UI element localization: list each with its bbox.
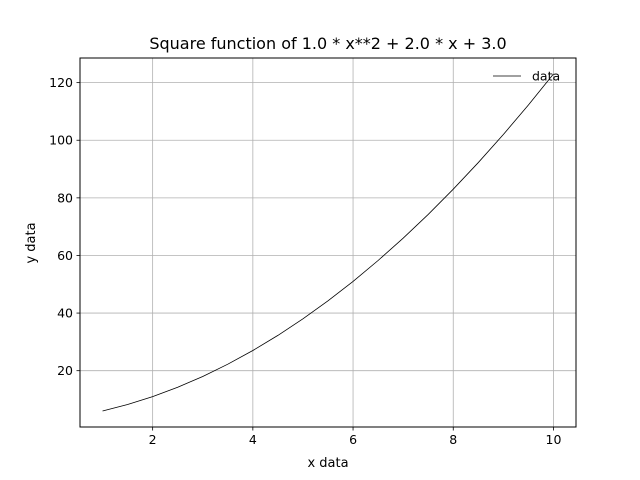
x-tick-label: 8	[449, 432, 457, 447]
series-group	[102, 73, 554, 412]
y-tick-label: 100	[49, 133, 73, 148]
y-tick-label: 40	[57, 306, 73, 321]
x-axis-ticks: 2 4 6 8 10	[149, 427, 562, 447]
y-tick-label: 60	[57, 248, 73, 263]
y-tick-label: 120	[49, 75, 73, 90]
x-tick-label: 10	[546, 432, 562, 447]
x-tick-label: 2	[149, 432, 157, 447]
x-axis-label: x data	[307, 456, 348, 471]
legend: data	[493, 69, 560, 84]
chart-title: Square function of 1.0 * x**2 + 2.0 * x …	[149, 34, 506, 53]
y-axis-label: y data	[24, 222, 39, 263]
plot-frame	[79, 57, 577, 428]
series-line-data	[102, 73, 554, 412]
x-tick-label: 6	[349, 432, 357, 447]
grid-lines	[80, 58, 576, 427]
x-tick-label: 4	[249, 432, 257, 447]
y-tick-label: 80	[57, 190, 73, 205]
y-axis-ticks: 20 40 60 80 100 120	[49, 75, 80, 378]
legend-label-data: data	[532, 69, 560, 84]
y-tick-label: 20	[57, 363, 73, 378]
